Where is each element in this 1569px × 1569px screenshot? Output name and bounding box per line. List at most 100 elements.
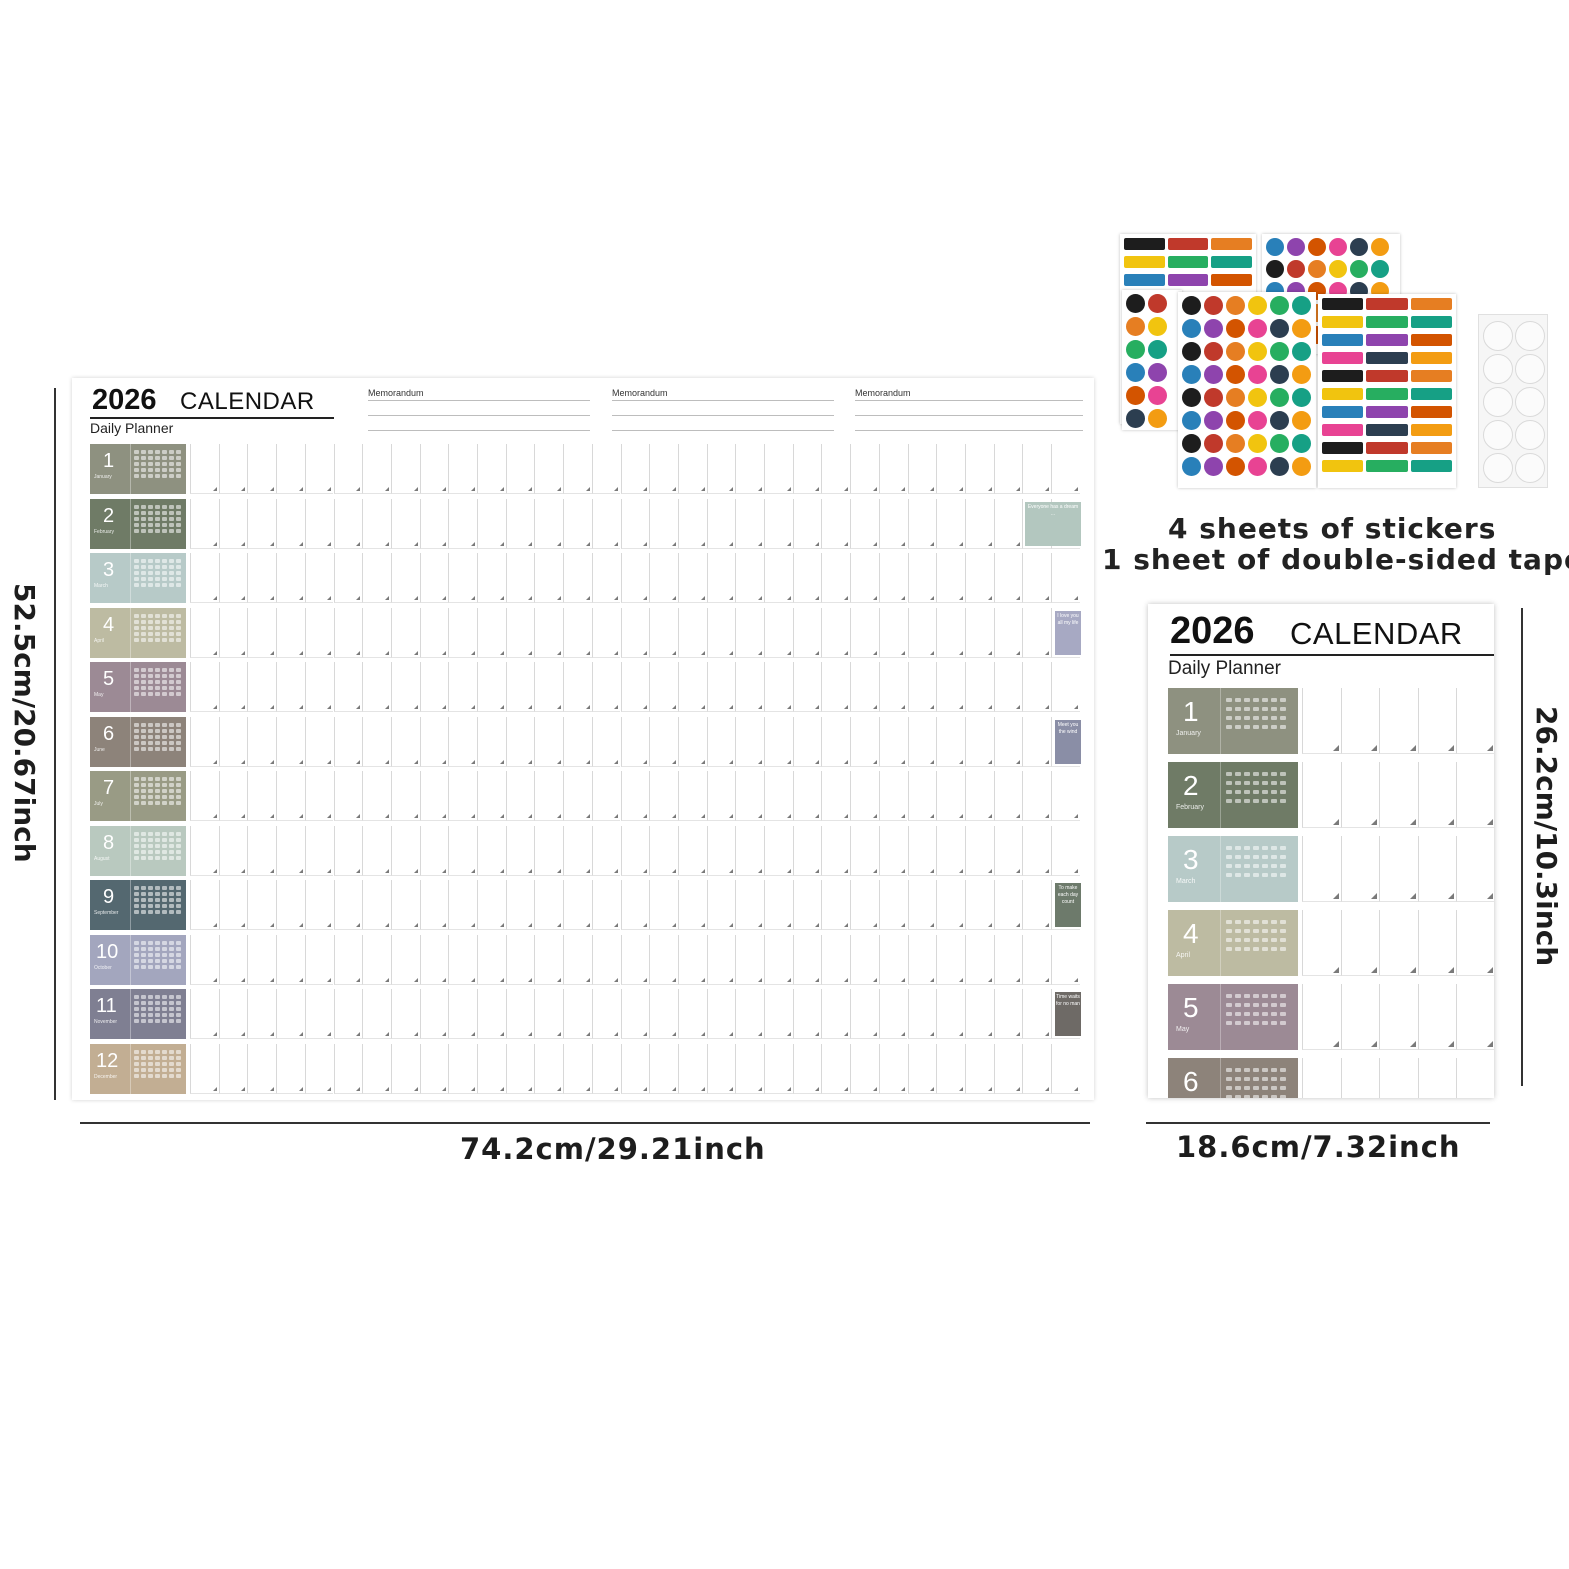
- day-cell: [477, 771, 506, 821]
- day-cell: [677, 989, 707, 1039]
- day-corner-mark: [930, 759, 935, 764]
- mini-day: [148, 462, 153, 466]
- day-corner-mark: [614, 868, 619, 873]
- mini-day: [169, 1055, 174, 1060]
- mini-day: [176, 474, 181, 478]
- mini-day: [1280, 1021, 1286, 1025]
- sticker-circle: [1126, 340, 1145, 359]
- mini-day: [162, 795, 167, 799]
- day-corner-mark: [1486, 967, 1493, 973]
- mini-day: [169, 583, 174, 587]
- day-cell: [706, 716, 736, 767]
- day-corner-mark: [212, 1086, 217, 1091]
- day-cell: [448, 662, 477, 712]
- day-cell: [333, 934, 363, 985]
- day-corner-mark: [614, 1086, 619, 1091]
- small-month-name: April: [1176, 952, 1191, 959]
- day-corner-mark: [384, 1086, 389, 1091]
- day-corner-mark: [757, 1032, 762, 1036]
- day-corner-mark: [499, 923, 504, 927]
- day-cell: [333, 825, 363, 876]
- mini-day: [1262, 725, 1268, 729]
- mini-day: [1226, 1021, 1232, 1025]
- day-cell: [936, 607, 965, 658]
- large-calendar-subtitle: Daily Planner: [90, 420, 174, 436]
- day-corner-mark: [757, 650, 762, 655]
- day-corner-mark: [241, 923, 246, 927]
- mini-day: [176, 789, 181, 793]
- mini-day: [141, 680, 146, 684]
- mini-day: [141, 1067, 146, 1072]
- day-cell: [563, 989, 592, 1039]
- sticker-circle: [1148, 317, 1167, 336]
- day-corner-mark: [499, 541, 504, 546]
- day-corner-mark: [786, 487, 791, 491]
- day-cell: [362, 662, 391, 712]
- day-cell: [764, 444, 793, 494]
- mini-day: [169, 637, 174, 642]
- day-cell: [276, 607, 305, 658]
- sticker-circle: [1371, 238, 1389, 256]
- mini-day: [1244, 725, 1250, 729]
- day-cell: [850, 934, 879, 985]
- day-cell: [362, 444, 391, 494]
- memo-line: [855, 430, 1083, 431]
- mini-day: [1253, 790, 1259, 794]
- mini-day: [169, 1013, 174, 1017]
- mini-day: [141, 637, 146, 642]
- sticker-circle: [1182, 457, 1201, 476]
- sticker-label: [1410, 352, 1452, 364]
- day-cell: [792, 662, 822, 712]
- day-cell: [764, 989, 793, 1039]
- mini-day: [162, 571, 167, 575]
- day-corner-mark: [442, 1086, 447, 1091]
- mini-day: [141, 1073, 146, 1078]
- small-height-dimension-line: [1521, 608, 1523, 1086]
- small-month-block: 2 February: [1168, 762, 1298, 828]
- day-cell: [850, 662, 879, 712]
- day-cell: [362, 498, 391, 549]
- sticker-circle: [1204, 296, 1223, 315]
- day-corner-mark: [413, 487, 418, 491]
- day-cell: [620, 716, 650, 767]
- mini-day: [176, 1049, 181, 1054]
- day-corner-mark: [413, 923, 418, 927]
- day-corner-mark: [1044, 977, 1049, 982]
- mini-day: [162, 910, 167, 914]
- mini-day: [1235, 1021, 1241, 1025]
- day-cell: [477, 989, 506, 1039]
- day-corner-mark: [671, 705, 676, 709]
- mini-day: [1271, 938, 1277, 942]
- mini-day: [1244, 1077, 1250, 1081]
- day-cell: [534, 825, 564, 876]
- day-corner-mark: [872, 759, 877, 764]
- day-corner-mark: [1409, 967, 1416, 973]
- mini-day: [162, 746, 167, 751]
- mini-day: [134, 904, 139, 908]
- day-cell: [821, 989, 851, 1039]
- day-cell: [878, 553, 908, 603]
- month-block-divider: [130, 716, 131, 767]
- mini-day: [162, 892, 167, 896]
- mini-day: [1244, 855, 1250, 859]
- day-corner-mark: [1073, 1086, 1078, 1091]
- day-cell: [1022, 444, 1051, 494]
- day-corner-mark: [1016, 705, 1021, 709]
- small-day-cell: [1340, 762, 1379, 828]
- day-cell: [591, 771, 621, 821]
- day-cell: [1022, 771, 1051, 821]
- mini-day: [169, 958, 174, 963]
- day-corner-mark: [729, 977, 734, 982]
- mini-day: [176, 722, 181, 727]
- quote-box: Time waits for no man: [1055, 992, 1081, 1036]
- day-cell: [591, 607, 621, 658]
- mini-day: [1235, 781, 1241, 785]
- day-cell: [276, 989, 305, 1039]
- day-corner-mark: [671, 596, 676, 600]
- day-corner-mark: [958, 759, 963, 764]
- month-block-divider: [130, 553, 131, 603]
- mini-day: [176, 886, 181, 890]
- mini-day: [155, 1019, 160, 1023]
- day-corner-mark: [930, 650, 935, 655]
- month-block: 4 April: [90, 607, 186, 658]
